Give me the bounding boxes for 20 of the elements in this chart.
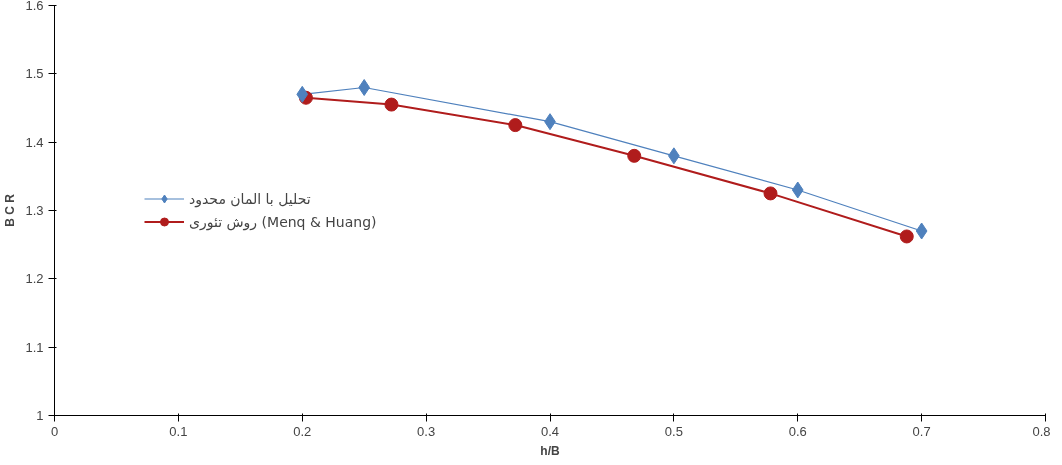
y-tick-label: 1.1 — [25, 339, 44, 355]
y-tick-label: 1.2 — [25, 271, 44, 287]
x-axis-title: h/B — [540, 443, 560, 458]
x-tick-label: 0.5 — [664, 423, 683, 439]
x-tick-label: 0.7 — [912, 423, 931, 439]
legend-label: تحلیل با المان محدود — [189, 190, 311, 207]
x-tick-label: 0 — [50, 423, 59, 439]
x-tick-label: 0.3 — [417, 423, 436, 439]
legend-label: روش تئوری (Menq & Huang) — [189, 213, 377, 230]
y-tick-label: 1.6 — [25, 0, 44, 13]
x-tick-label: 0.4 — [540, 423, 560, 439]
y-axis-title: B C R — [3, 193, 18, 227]
x-tick-label: 0.1 — [169, 423, 188, 439]
x-tick-label: 0.2 — [293, 423, 312, 439]
y-tick-label: 1.3 — [25, 203, 44, 218]
y-tick-label: 1 — [36, 408, 44, 423]
x-tick-label: 0.6 — [788, 423, 807, 439]
x-tick-label: 0.8 — [1032, 423, 1051, 439]
y-tick-label: 1.5 — [25, 66, 44, 82]
y-tick-label: 1.4 — [25, 134, 44, 150]
